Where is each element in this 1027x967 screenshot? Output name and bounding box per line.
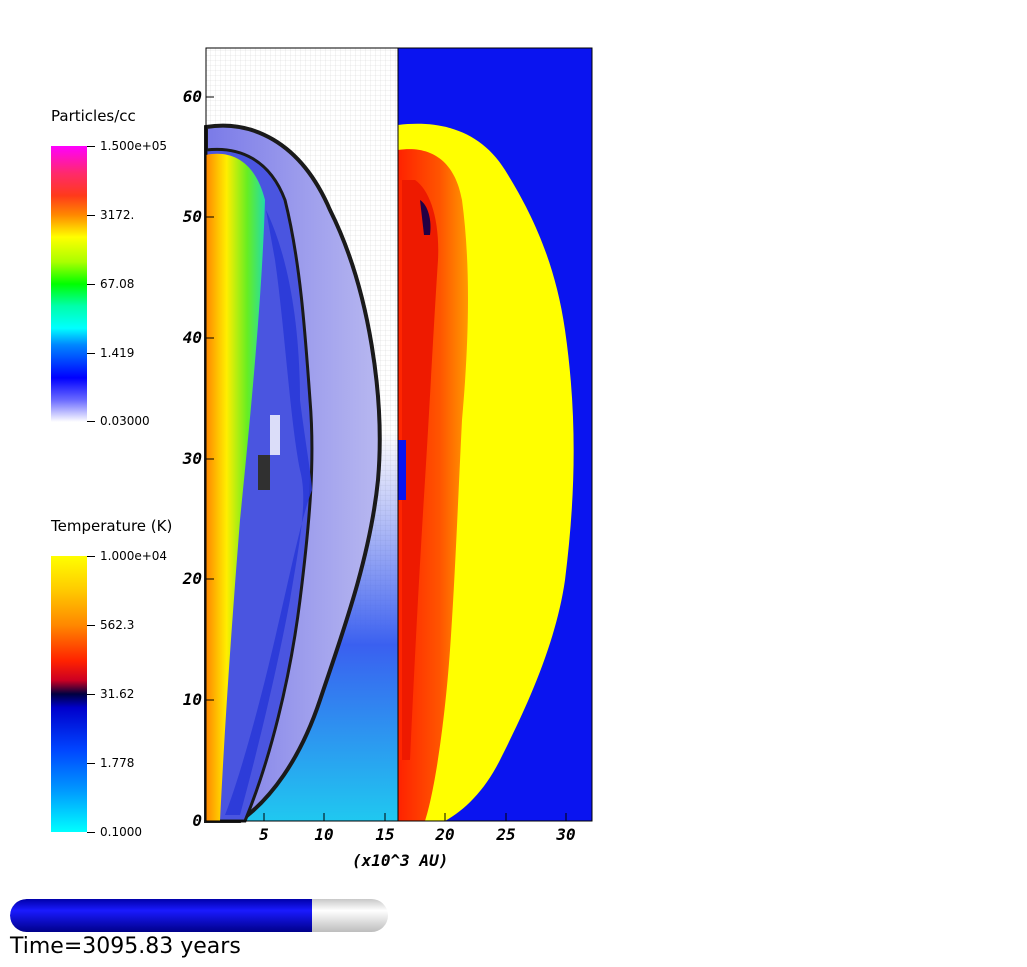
temperature-tick-label: 1.000e+04: [100, 549, 168, 563]
density-tick-mark: [87, 421, 95, 422]
x-tick-label: 20: [435, 825, 455, 844]
density-tick-mark: [87, 353, 95, 354]
x-tick-label: 25: [496, 825, 516, 844]
y-tick-label: 0: [192, 811, 202, 830]
density-tick-label: 0.03000: [100, 414, 150, 428]
x-tick-label: 10: [314, 825, 334, 844]
animation-progress-fill: [10, 899, 313, 932]
density-legend-title: Particles/cc: [51, 107, 136, 125]
density-tick-mark: [87, 146, 95, 147]
x-axis-title: (x10^3 AU): [352, 851, 449, 870]
temperature-legend-title: Temperature (K): [51, 517, 173, 535]
x-axis-ticks: [263, 813, 567, 821]
temperature-tick-label: 1.778: [100, 756, 135, 770]
y-tick-label: 20: [182, 569, 202, 588]
density-panel: [204, 48, 398, 823]
density-tick-label: 67.08: [100, 277, 135, 291]
y-tick-label: 40: [182, 328, 202, 347]
temperature-tick-label: 31.62: [100, 687, 135, 701]
x-tick-label: 5: [259, 825, 269, 844]
temperature-colorbar: [51, 556, 87, 832]
temperature-panel: [397, 47, 593, 822]
density-tick-label: 1.500e+05: [100, 139, 168, 153]
y-tick-label: 30: [182, 449, 202, 468]
density-tick-label: 3172.: [100, 208, 135, 222]
density-tick-label: 1.419: [100, 346, 135, 360]
density-tick-mark: [87, 215, 95, 216]
x-tick-label: 30: [556, 825, 576, 844]
density-colorbar: [51, 146, 87, 422]
animation-progress-bar[interactable]: [10, 899, 388, 932]
temperature-tick-label: 562.3: [100, 618, 135, 632]
temperature-tick-mark: [87, 625, 95, 626]
temperature-tick-mark: [87, 556, 95, 557]
temperature-tick-label: 0.1000: [100, 825, 142, 839]
y-tick-label: 50: [182, 207, 202, 226]
y-tick-label: 60: [182, 87, 202, 106]
temperature-tick-mark: [87, 694, 95, 695]
time-readout: Time=3095.83 years: [10, 934, 241, 959]
temperature-tick-mark: [87, 832, 95, 833]
y-axis-ticks: [206, 96, 214, 822]
x-tick-label: 15: [375, 825, 395, 844]
density-tick-mark: [87, 284, 95, 285]
temperature-tick-mark: [87, 763, 95, 764]
y-tick-label: 10: [182, 690, 202, 709]
